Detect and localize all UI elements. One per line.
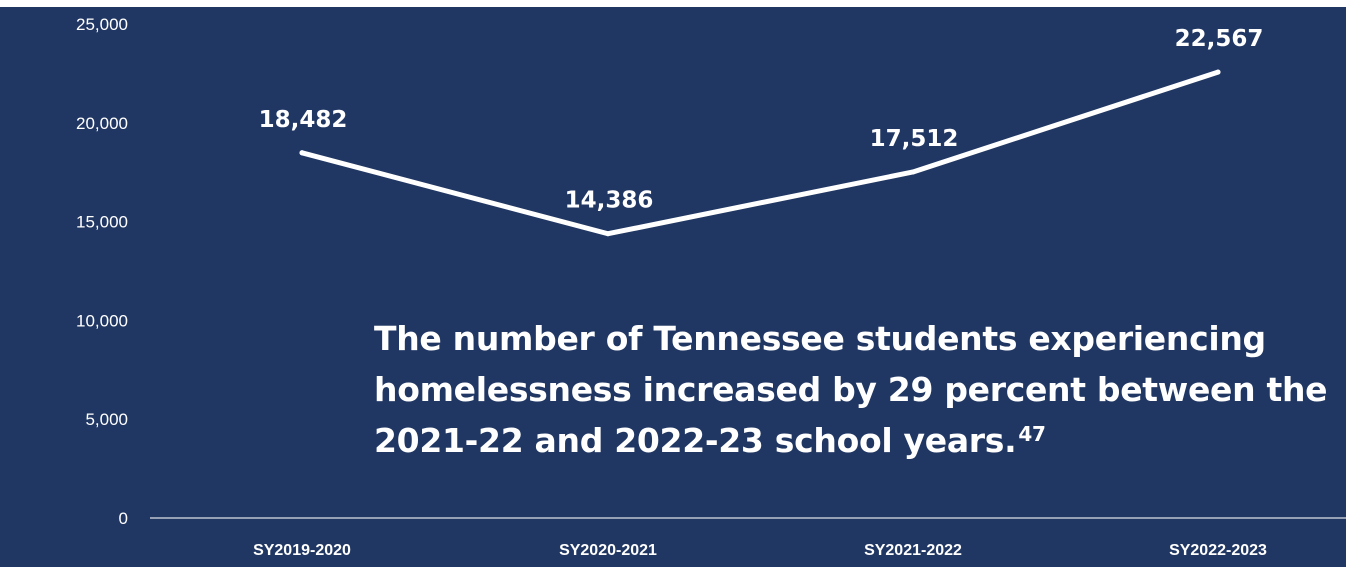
- annotation-line-3: 2021-22 and 2022-23 school years. 47: [374, 415, 1274, 466]
- x-tick-label: SY2020-2021: [559, 542, 657, 559]
- y-axis-ticks: 0 5,000 10,000 15,000 20,000 25,000: [76, 15, 128, 528]
- annotation-text: The number of Tennessee students experie…: [374, 313, 1328, 466]
- annotation-line-1: The number of Tennessee students experie…: [374, 319, 1266, 358]
- y-tick-label: 20,000: [76, 114, 128, 133]
- data-point: [605, 231, 611, 237]
- y-tick-label: 15,000: [76, 213, 128, 232]
- data-label: 17,512: [870, 126, 959, 152]
- y-tick-label: 0: [119, 509, 128, 528]
- x-tick-label: SY2019-2020: [253, 542, 351, 559]
- footnote-marker: 47: [1018, 422, 1046, 446]
- x-tick-label: SY2022-2023: [1169, 542, 1267, 559]
- y-tick-label: 25,000: [76, 15, 128, 34]
- y-tick-label: 10,000: [76, 311, 128, 330]
- x-tick-label: SY2021-2022: [864, 542, 962, 559]
- data-points: [299, 69, 1221, 237]
- data-point: [299, 150, 305, 156]
- data-label: 22,567: [1175, 26, 1264, 52]
- data-labels: 18,482 14,386 17,512 22,567: [259, 26, 1264, 214]
- annotation-line-3-text: 2021-22 and 2022-23 school years.: [374, 421, 1017, 460]
- data-point: [1215, 69, 1221, 75]
- annotation-line-2: homelessness increased by 29 percent bet…: [374, 370, 1328, 409]
- y-tick-label: 5,000: [85, 410, 128, 429]
- x-axis-ticks: SY2019-2020 SY2020-2021 SY2021-2022 SY2022-…: [253, 542, 1267, 559]
- chart-background: [0, 7, 1346, 567]
- data-label: 18,482: [259, 107, 348, 133]
- data-label: 14,386: [565, 188, 654, 214]
- series-line: [299, 69, 1221, 237]
- data-point: [910, 169, 916, 175]
